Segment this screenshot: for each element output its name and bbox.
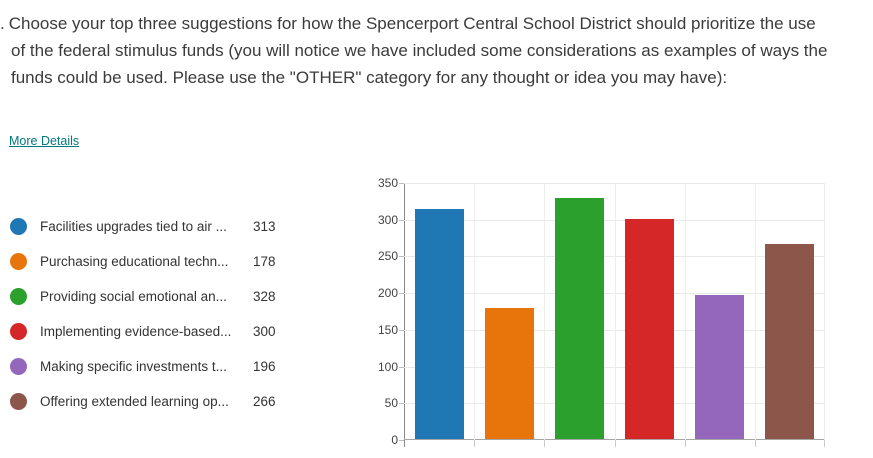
legend-item: Purchasing educational techn... 178 xyxy=(10,250,340,272)
bar-6 xyxy=(765,243,814,439)
horizontal-gridline xyxy=(404,329,825,331)
question-title: Choose your top three suggestions for ho… xyxy=(8,14,828,87)
y-axis-tick-label: 250 xyxy=(377,249,398,264)
legend-item: Offering extended learning op... 266 xyxy=(10,390,340,412)
legend-label: Making specific investments t... xyxy=(40,358,227,374)
question-number-fragment: . xyxy=(0,14,5,33)
horizontal-gridline xyxy=(404,403,825,405)
legend-item: Making specific investments t... 196 xyxy=(10,355,340,377)
legend-value: 266 xyxy=(253,393,276,409)
legend-color-dot xyxy=(10,217,27,235)
x-axis-tick-mark xyxy=(755,440,756,447)
horizontal-gridline xyxy=(404,256,825,258)
bar-1 xyxy=(415,209,464,439)
horizontal-gridline xyxy=(404,219,825,221)
legend-color-dot xyxy=(10,252,27,270)
legend-color-dot xyxy=(10,357,27,375)
legend-label: Implementing evidence-based... xyxy=(40,323,232,339)
legend-label: Facilities upgrades tied to air ... xyxy=(40,218,227,234)
vertical-gridline xyxy=(615,183,616,440)
y-axis-tick-mark xyxy=(399,403,404,405)
vertical-gridline xyxy=(685,183,686,440)
y-axis-tick-label: 0 xyxy=(391,433,398,447)
y-axis-tick-label: 350 xyxy=(377,176,398,190)
bar-4 xyxy=(625,218,674,439)
y-axis-tick-mark xyxy=(399,256,404,258)
horizontal-gridline xyxy=(404,293,825,295)
y-axis-tick-label: 100 xyxy=(377,359,398,374)
x-axis-tick-mark xyxy=(824,440,825,447)
vertical-gridline xyxy=(755,183,756,440)
y-axis-line xyxy=(404,183,405,447)
y-axis-tick-mark xyxy=(399,366,404,368)
legend-value: 300 xyxy=(253,323,276,339)
y-axis-tick-label: 200 xyxy=(377,286,398,301)
x-axis-tick-mark xyxy=(404,440,405,447)
legend-color-dot xyxy=(10,392,27,410)
bar-chart: 0 50 100 150 200 250 300 350 xyxy=(368,170,830,458)
legend-color-dot xyxy=(10,322,27,340)
horizontal-gridline xyxy=(404,183,825,184)
y-axis-tick-mark xyxy=(399,329,404,331)
bar-2 xyxy=(485,308,534,439)
legend-value: 313 xyxy=(253,218,276,234)
legend-label: Offering extended learning op... xyxy=(40,393,229,409)
x-axis-tick-mark xyxy=(474,440,475,447)
vertical-gridline xyxy=(544,183,545,440)
legend-value: 196 xyxy=(253,358,276,374)
x-axis-tick-mark xyxy=(685,440,686,447)
bar-3 xyxy=(555,198,604,439)
legend-value: 178 xyxy=(253,253,276,269)
more-details-link[interactable]: More Details xyxy=(9,134,80,148)
x-axis-tick-mark xyxy=(544,440,545,447)
legend-color-dot xyxy=(10,287,27,305)
y-axis-tick-label: 50 xyxy=(384,396,398,411)
question-text: . Choose your top three suggestions for h… xyxy=(0,10,833,91)
legend-label: Providing social emotional an... xyxy=(40,288,227,304)
vertical-gridline xyxy=(824,183,825,440)
chart-legend: Facilities upgrades tied to air ... 313 Pu… xyxy=(10,215,340,425)
y-axis-tick-label: 300 xyxy=(377,212,398,227)
y-axis-tick-label: 150 xyxy=(377,322,398,337)
horizontal-gridline xyxy=(404,366,825,368)
legend-item: Providing social emotional an... 328 xyxy=(10,285,340,307)
y-axis-tick-mark xyxy=(399,440,404,441)
legend-label: Purchasing educational techn... xyxy=(40,253,229,269)
legend-item: Implementing evidence-based... 300 xyxy=(10,320,340,342)
vertical-gridline xyxy=(474,183,475,440)
y-axis-tick-mark xyxy=(399,183,404,184)
y-axis-tick-mark xyxy=(399,293,404,295)
bar-5 xyxy=(695,295,744,439)
legend-value: 328 xyxy=(253,288,276,304)
chart-plot-area xyxy=(404,183,825,447)
legend-item: Facilities upgrades tied to air ... 313 xyxy=(10,215,340,237)
x-axis-tick-mark xyxy=(615,440,616,447)
y-axis-tick-mark xyxy=(399,219,404,221)
x-axis-line xyxy=(404,439,825,440)
